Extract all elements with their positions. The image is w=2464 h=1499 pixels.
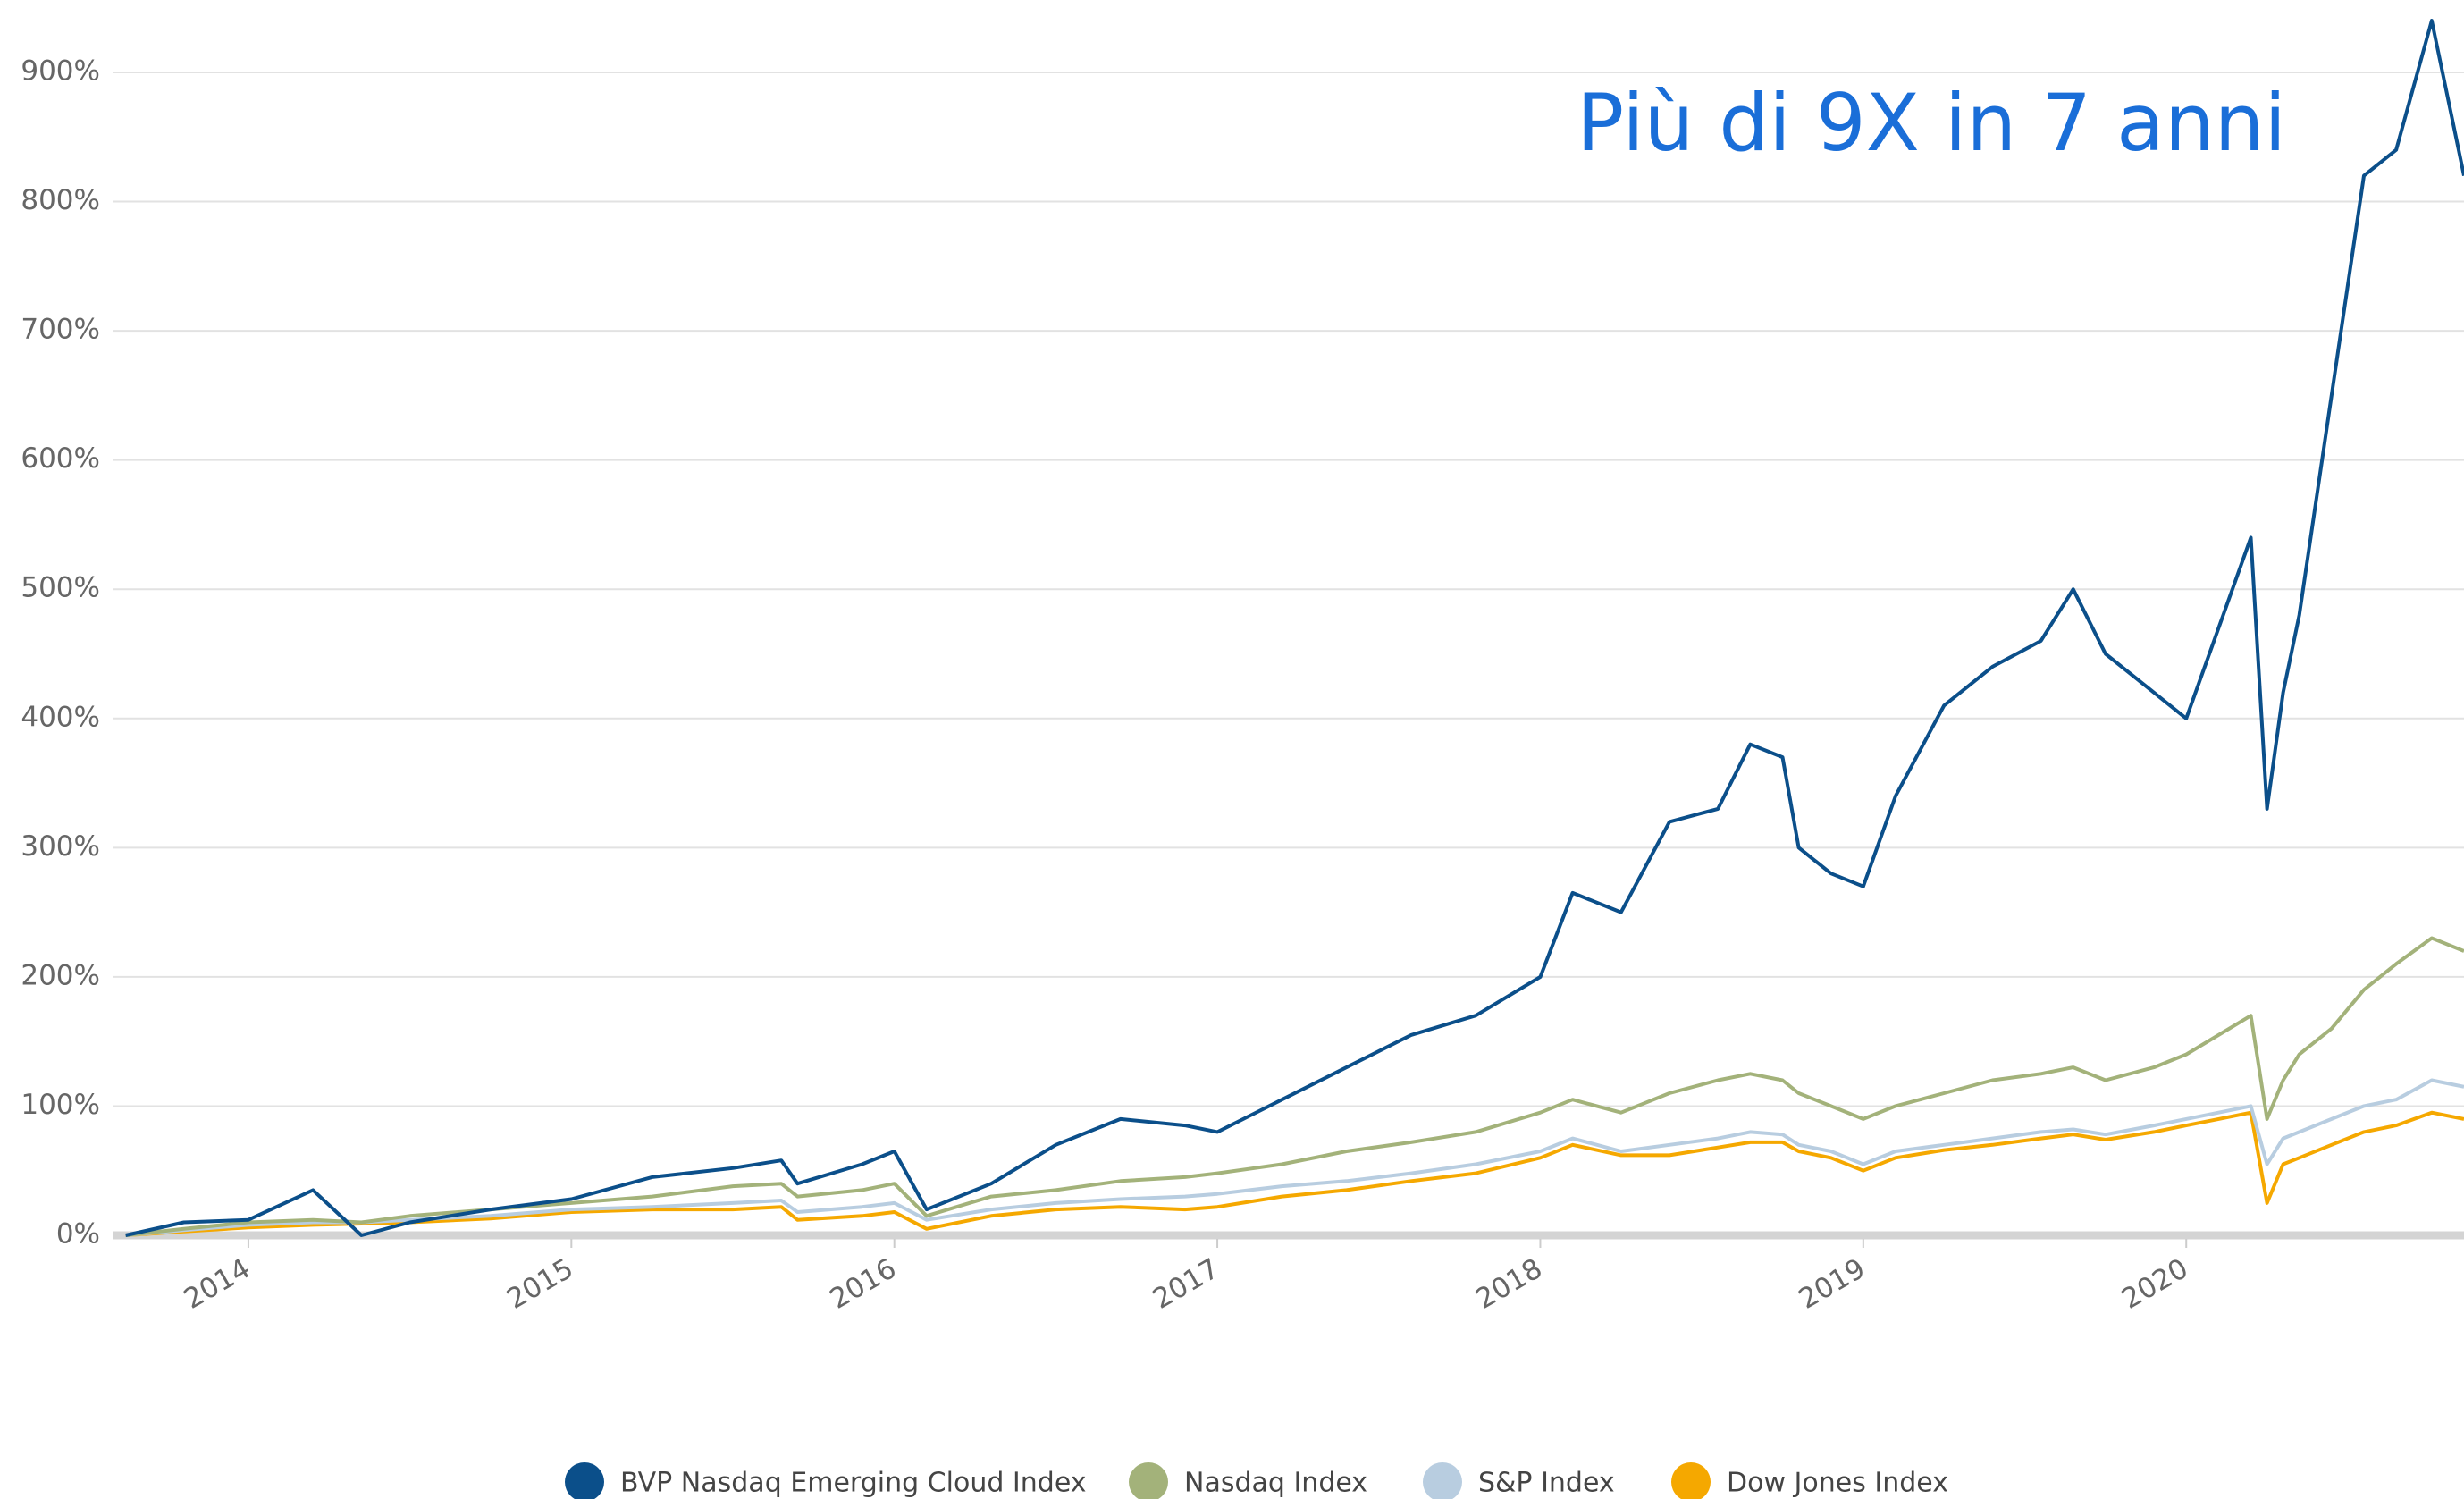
y-tick-label: 0% <box>56 1218 100 1251</box>
legend-marker <box>1671 1462 1711 1499</box>
series-line <box>125 19 2464 1237</box>
legend-label: S&P Index <box>1478 1468 1615 1499</box>
legend-marker <box>565 1462 604 1499</box>
series-line <box>125 1110 2464 1237</box>
x-tick-label: 2014 <box>179 1252 256 1316</box>
annotation: Più di 9X in 7 anni <box>1577 77 2286 169</box>
x-tick-label: 2017 <box>1148 1252 1224 1316</box>
y-tick-label: 200% <box>21 959 100 991</box>
y-tick-label: 800% <box>21 184 100 216</box>
legend-label: Dow Jones Index <box>1727 1468 1948 1499</box>
y-tick-label: 300% <box>21 830 100 863</box>
x-tick-label: 2019 <box>1794 1252 1871 1316</box>
series-line <box>125 936 2464 1237</box>
x-tick-label: 2015 <box>501 1252 578 1316</box>
legend-marker <box>1423 1462 1462 1499</box>
legend-label: Nasdaq Index <box>1184 1468 1367 1499</box>
y-tick-label: 600% <box>21 442 100 475</box>
y-tick-label: 700% <box>21 314 100 346</box>
plot: 0% 100% 200% 300% 400% 500% 600% 700% 800% 900% 20… <box>21 19 2464 1499</box>
legend-label: BVP Nasdaq Emerging Cloud Index <box>620 1468 1087 1499</box>
x-tick-label: 2016 <box>825 1252 902 1316</box>
series-line <box>125 1078 2464 1237</box>
legend-marker <box>1129 1462 1168 1499</box>
y-tick-label: 900% <box>21 55 100 87</box>
x-tick-label: 2018 <box>1470 1252 1547 1316</box>
y-tick-label: 500% <box>21 572 100 604</box>
y-tick-label: 100% <box>21 1089 100 1121</box>
x-tick-label: 2020 <box>2116 1252 2193 1316</box>
y-tick-label: 400% <box>21 701 100 733</box>
